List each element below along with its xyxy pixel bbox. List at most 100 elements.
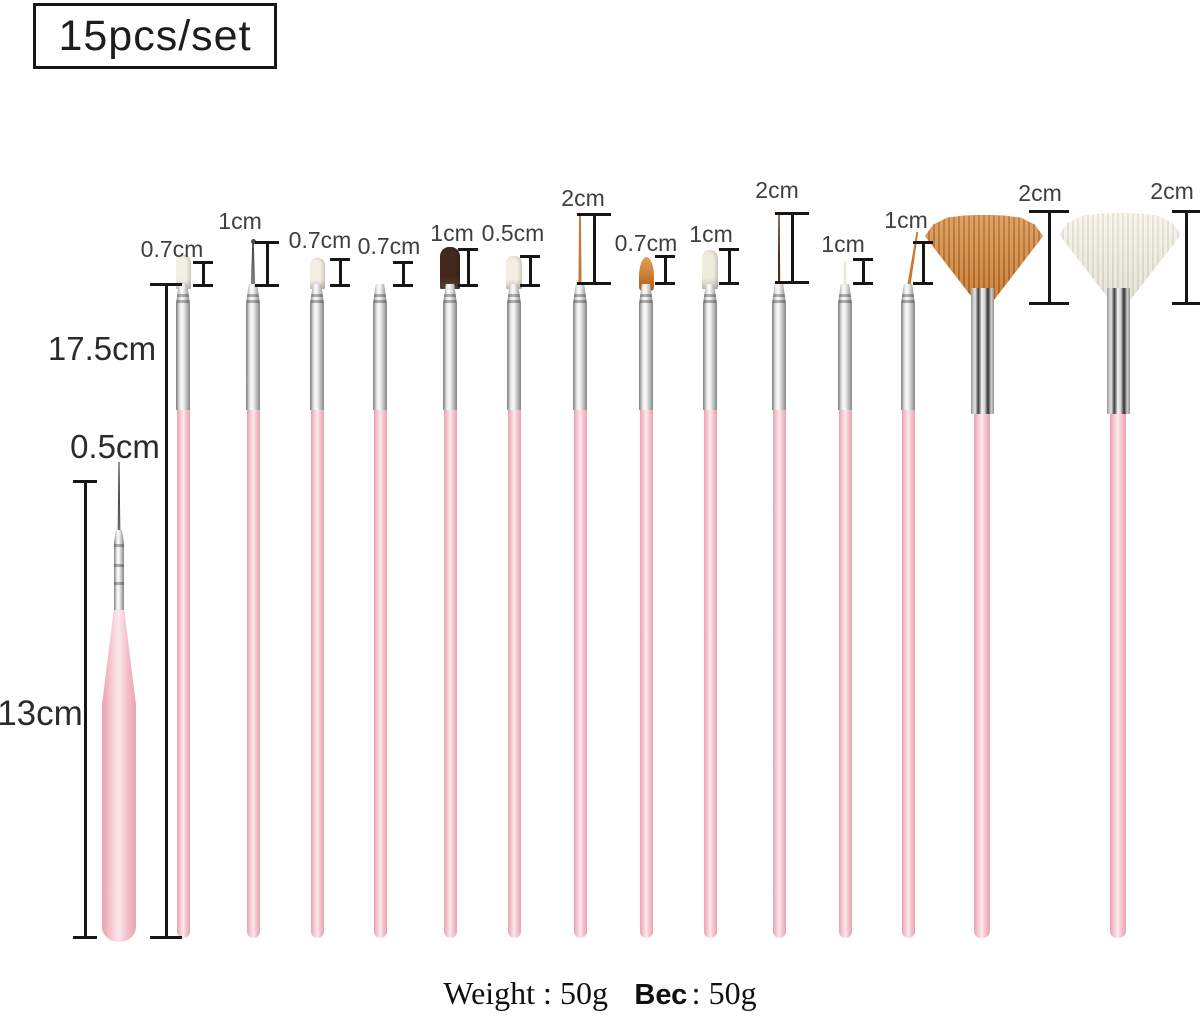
brush-4-size-dimension-top-tick [393, 261, 413, 264]
short-brush-tip [117, 462, 121, 533]
brush-2-size-label: 1cm [218, 208, 262, 234]
brush-6-ferrule-crimp [507, 300, 521, 303]
brush-6-size-label: 0.5cm [481, 220, 545, 246]
short-brush-dimension-line [83, 481, 87, 938]
short-brush-ferrule-band-3 [114, 582, 124, 585]
brush-5-size-dimension-top-tick [458, 248, 478, 251]
brush-2-ferrule-crimp [246, 300, 260, 303]
brush-6-bristles [506, 256, 522, 289]
short-brush-ferrule [114, 530, 124, 610]
brush-9-handle [703, 405, 717, 938]
brush-6-ferrule [507, 284, 521, 410]
brush-10-handle [772, 405, 786, 938]
brush-12-ferrule-crimp [901, 294, 915, 297]
brush-12-size-dimension-bottom-tick [913, 282, 933, 285]
brush-2-size-dimension-top-tick [255, 241, 279, 244]
brush-14-handle [1110, 410, 1126, 938]
weight-russian-value: : 50g [691, 975, 757, 1011]
brush-5-size-dimension-bottom-tick [458, 284, 478, 287]
brush-12-size-label: 1cm [884, 207, 928, 233]
long-brush-dimension-bottom-tick [150, 936, 182, 939]
brush-13-ferrule [970, 288, 994, 414]
brush-9-ferrule-crimp [703, 300, 717, 303]
weight-english: Weight : 50g [443, 975, 608, 1011]
brush-2-needle [250, 242, 256, 300]
brush-10-size-dimension-bottom-tick [775, 281, 809, 284]
brush-8-ferrule [639, 284, 653, 410]
brush-1-handle [176, 405, 190, 938]
brush-12-ferrule-crimp [901, 300, 915, 303]
long-brush-dimension-top-tick [150, 283, 182, 286]
brush-9-ferrule [703, 284, 717, 410]
brush-2-size-dimension-line [265, 242, 269, 286]
brush-12-size-dimension-line [921, 242, 925, 284]
set-count-badge: 15pcs/set [33, 3, 277, 69]
brush-5-size-dimension-line [466, 249, 470, 286]
brush-11-size-dimension-top-tick [853, 258, 873, 261]
brush-3-ferrule-crimp [310, 300, 324, 303]
short-brush-dimension-top-tick [73, 480, 97, 483]
brush-10-ferrule-crimp [772, 294, 786, 297]
long-brush-dimension-line [164, 284, 168, 938]
brush-7-size-dimension-top-tick [577, 213, 611, 216]
brush-6-size-dimension-top-tick [520, 255, 540, 258]
brush-8-size-dimension-top-tick [655, 255, 675, 258]
brush-7-size-label: 2cm [561, 185, 605, 211]
brush-8-ferrule-crimp [639, 300, 653, 303]
brush-2-ferrule-crimp [246, 294, 260, 297]
brush-5-ferrule-crimp [443, 294, 457, 297]
brush-8-size-dimension-line [663, 256, 667, 284]
short-brush-handle-body [102, 702, 136, 942]
brush-3-bristles [309, 258, 325, 289]
brush-9-size-dimension-bottom-tick [719, 282, 739, 285]
brush-2-needle-ball [250, 239, 256, 244]
brush-6-ferrule-crimp [507, 294, 521, 297]
brush-7-ferrule [573, 284, 587, 410]
brush-1-ferrule-crimp [176, 300, 190, 303]
brush-10-size-dimension-top-tick [775, 212, 809, 215]
brush-4-ferrule-crimp [373, 294, 387, 297]
brush-8-handle [639, 405, 653, 938]
brush-1-size-dimension-top-tick [193, 261, 213, 264]
short-brush-ferrule-band-1 [114, 544, 124, 547]
brush-13-handle [974, 410, 990, 938]
brush-14-size-dimension-line [1184, 211, 1188, 304]
brush-10-ferrule [772, 284, 786, 410]
brush-13-size-dimension-top-tick [1029, 210, 1069, 213]
brush-3-handle [310, 405, 324, 938]
brush-9-size-label: 1cm [689, 221, 733, 247]
brush-6-size-dimension-line [528, 256, 532, 286]
brush-1-ferrule-crimp [176, 294, 190, 297]
brush-1-ferrule [176, 284, 190, 410]
brush-2-size-dimension-bottom-tick [255, 284, 279, 287]
brush-5-bristles [440, 247, 460, 289]
weight-caption: Weight : 50g Вес : 50g [0, 975, 1200, 1012]
brush-7-size-dimension-line [592, 214, 596, 284]
brush-3-size-dimension-top-tick [330, 258, 350, 261]
brush-11-ferrule [838, 284, 852, 410]
brush-13-fan-bristles [925, 215, 1043, 303]
brush-11-size-label: 1cm [821, 231, 865, 257]
brush-10-size-label: 2cm [755, 177, 799, 203]
brush-11-size-dimension-bottom-tick [853, 282, 873, 285]
brush-11-ferrule-crimp [838, 300, 852, 303]
brush-3-size-dimension-bottom-tick [330, 284, 350, 287]
brush-14-size-label: 2cm [1150, 178, 1194, 204]
brush-8-size-label: 0.7cm [614, 230, 678, 256]
short-brush-tip-label: 0.5cm [70, 428, 160, 465]
brush-2-ferrule [246, 284, 260, 410]
brush-8-size-dimension-bottom-tick [655, 282, 675, 285]
brush-1-size-dimension-bottom-tick [193, 284, 213, 287]
brush-14-ferrule [1106, 288, 1130, 414]
brush-7-handle [573, 405, 587, 938]
brush-14-size-dimension-bottom-tick [1172, 302, 1200, 305]
brush-4-size-dimension-bottom-tick [393, 284, 413, 287]
brush-13-size-dimension-bottom-tick [1029, 302, 1069, 305]
brush-9-size-dimension-top-tick [719, 248, 739, 251]
brush-11-bristles [843, 261, 847, 291]
short-brush-handle-cone [102, 606, 136, 705]
brush-3-size-label: 0.7cm [288, 227, 352, 253]
short-brush-dimension-bottom-tick [73, 936, 97, 939]
brush-5-size-label: 1cm [430, 220, 474, 246]
